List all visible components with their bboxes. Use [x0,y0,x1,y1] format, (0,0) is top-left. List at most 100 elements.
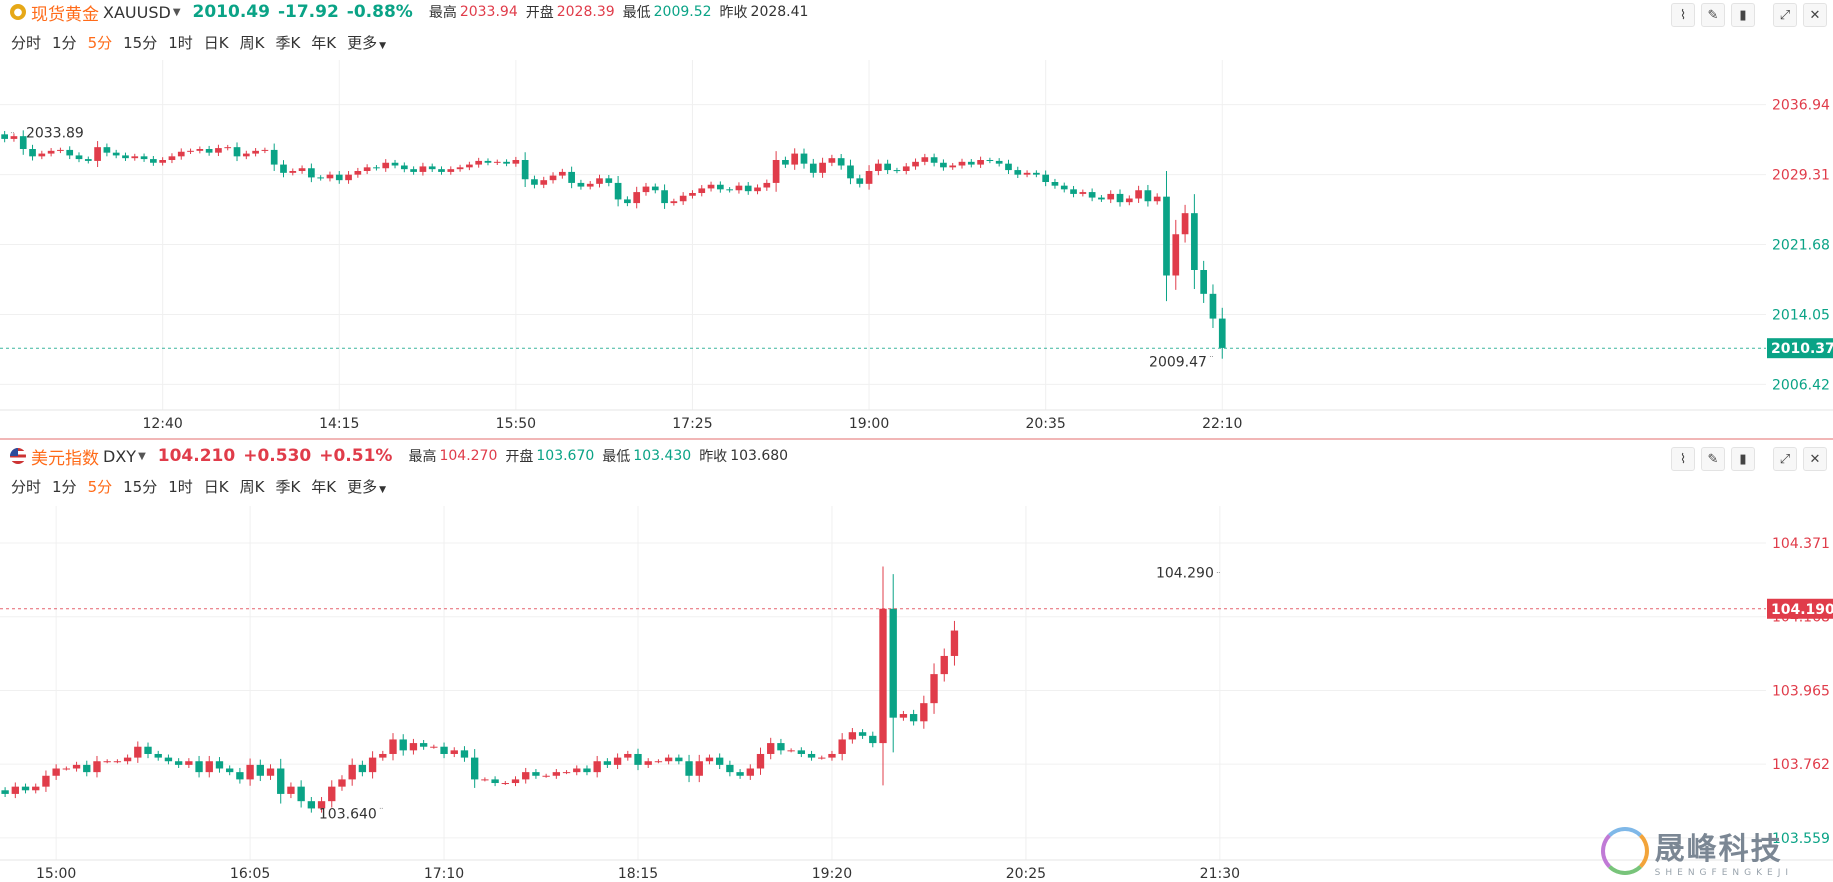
line-tool-icon[interactable]: ⌇ [1671,447,1695,471]
candle-body [328,786,336,802]
candle-body [438,169,445,172]
candle-body [475,160,483,165]
expand-icon[interactable]: ⤢ [1773,3,1797,27]
chevron-down-icon[interactable]: ▼ [172,6,181,18]
tab-fenshi[interactable]: 分时 [11,33,42,52]
candle-body [42,775,50,787]
dxy-quote-header: 美元指数 DXY ▼ 104.210 +0.530 +0.51% 最高 104.2… [0,444,1700,469]
tab-1min[interactable]: 1分 [52,33,77,52]
candle-body [735,185,743,191]
candle-body [261,149,269,151]
close-icon[interactable]: ✕ [1803,447,1827,471]
y-tick-label: 2014.05 [1772,307,1830,323]
candle-body [236,772,244,780]
candle-body [977,160,984,165]
tab-quarter[interactable]: 季K [275,33,301,52]
stat-high-value: 104.270 [439,448,498,464]
candle-style-icon[interactable]: ▮ [1731,447,1755,471]
x-tick-label: 15:50 [496,416,536,432]
tab-1hour[interactable]: 1时 [168,477,193,496]
candle-body [187,150,194,152]
candle-body [568,171,575,183]
tab-year[interactable]: 年K [311,33,337,52]
x-tick-label: 15:00 [36,866,76,882]
candle-body [1023,172,1031,175]
candle-body [62,768,71,770]
tab-1hour[interactable]: 1时 [168,33,193,52]
gold-quote-header: ● 现货黄金 XAUUSD ▼ 2010.49 -17.92 -0.88% 最高… [0,0,1700,25]
draw-tool-icon[interactable]: ✎ [1701,3,1725,27]
stat-prevclose-value: 2028.41 [750,4,809,20]
draw-tool-icon[interactable]: ✎ [1701,447,1725,471]
chevron-down-icon[interactable]: ▼ [138,450,146,462]
candle-body [368,757,377,773]
tab-more[interactable]: 更多 ▼ [347,476,386,497]
candle-body [168,156,176,160]
tab-quarter[interactable]: 季K [275,477,301,496]
last-price-tag-label: 2010.37 [1771,341,1833,357]
tab-5min[interactable]: 5分 [87,477,113,496]
candle-body [869,735,877,744]
stat-open-label: 开盘 [505,449,534,465]
candle-body [103,761,111,763]
candle-body [471,757,479,780]
tab-year[interactable]: 年K [311,477,337,496]
candle-body [777,743,785,751]
symbol-code[interactable]: DXY [103,446,137,466]
candle-body [177,151,185,157]
annotation-label: 2033.89 [26,126,84,142]
symbol-name[interactable]: 美元指数 [31,448,99,469]
candle-body [19,136,27,149]
tab-week[interactable]: 周K [239,477,265,496]
dxy-candlestick-chart[interactable]: 104.371104.168103.965103.762103.55915:00… [0,440,1833,882]
candle-body [1218,318,1226,348]
tab-15min[interactable]: 15分 [123,33,158,52]
line-tool-icon[interactable]: ⌇ [1671,3,1695,27]
candle-body [335,174,343,181]
tab-5min[interactable]: 5分 [87,33,113,52]
us-flag-icon [10,448,26,464]
candle-body [909,714,918,722]
candle-body [103,147,111,153]
candle-body [246,764,254,780]
candle-body [763,182,771,188]
tab-15min[interactable]: 15分 [123,477,158,496]
candle-body [707,184,715,189]
candle-body [685,761,693,776]
candle-body [782,160,789,165]
tab-more[interactable]: 更多 ▼ [347,32,386,53]
symbol-name[interactable]: 现货黄金 [31,4,99,25]
close-icon[interactable]: ✕ [1803,3,1827,27]
candle-body [716,184,724,190]
candle-body [899,714,908,718]
candle-body [503,161,510,164]
tab-day[interactable]: 日K [203,477,229,496]
candle-style-icon[interactable]: ▮ [1731,3,1755,27]
dxy-chart-panel: 104.371104.168103.965103.762103.55915:00… [0,440,1833,882]
candle-body [185,761,193,765]
stat-open-value: 103.670 [536,448,595,464]
y-tick-label: 2006.42 [1772,377,1830,393]
candle-body [995,160,1003,164]
tab-1min[interactable]: 1分 [52,477,77,496]
expand-icon[interactable]: ⤢ [1773,447,1797,471]
candle-body [38,153,46,157]
candle-body [858,732,867,736]
tab-fenshi[interactable]: 分时 [11,477,42,496]
tab-day[interactable]: 日K [203,33,229,52]
symbol-code[interactable]: XAUUSD [103,2,171,22]
candle-body [140,156,148,160]
candle-body [605,178,613,183]
candle-body [809,163,817,173]
candle-body [664,757,673,762]
tab-week[interactable]: 周K [239,33,265,52]
candle-body [123,757,132,762]
candle-body [573,768,581,773]
panel-divider[interactable] [0,438,1833,440]
gold-candlestick-chart[interactable]: 2036.94 2029.31 2021.68 2014.05 2006.42 12:40… [0,0,1833,438]
y-tick-label: 2021.68 [1772,238,1830,254]
candle-body [196,149,204,151]
candle-body [224,147,232,149]
candle-body [921,157,929,162]
candle-body [583,768,591,773]
